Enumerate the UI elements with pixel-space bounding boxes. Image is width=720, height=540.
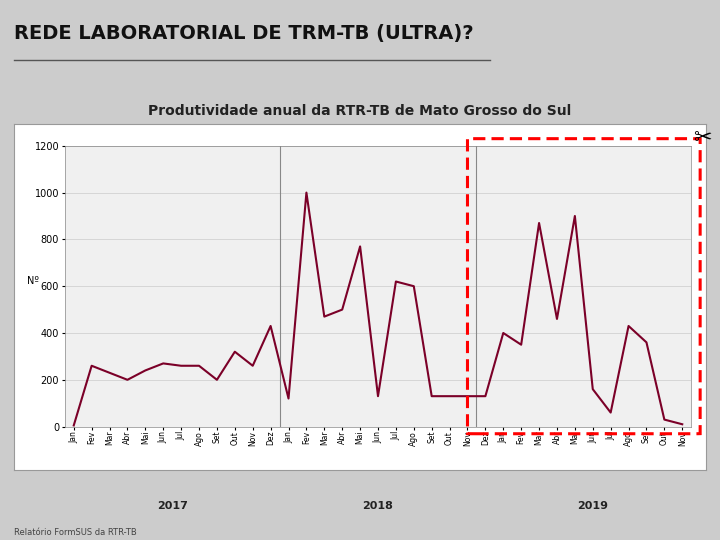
Text: Relatório FormSUS da RTR-TB: Relatório FormSUS da RTR-TB bbox=[14, 528, 137, 537]
Text: REDE LABORATORIAL DE TRM-TB (ULTRA)?: REDE LABORATORIAL DE TRM-TB (ULTRA)? bbox=[14, 24, 474, 43]
Text: 2018: 2018 bbox=[363, 502, 393, 511]
Text: 2017: 2017 bbox=[157, 502, 188, 511]
Y-axis label: Nº: Nº bbox=[27, 276, 39, 286]
Text: 2019: 2019 bbox=[577, 502, 608, 511]
Text: Produtividade anual da RTR-TB de Mato Grosso do Sul: Produtividade anual da RTR-TB de Mato Gr… bbox=[148, 104, 572, 118]
Text: ✂: ✂ bbox=[693, 127, 711, 148]
